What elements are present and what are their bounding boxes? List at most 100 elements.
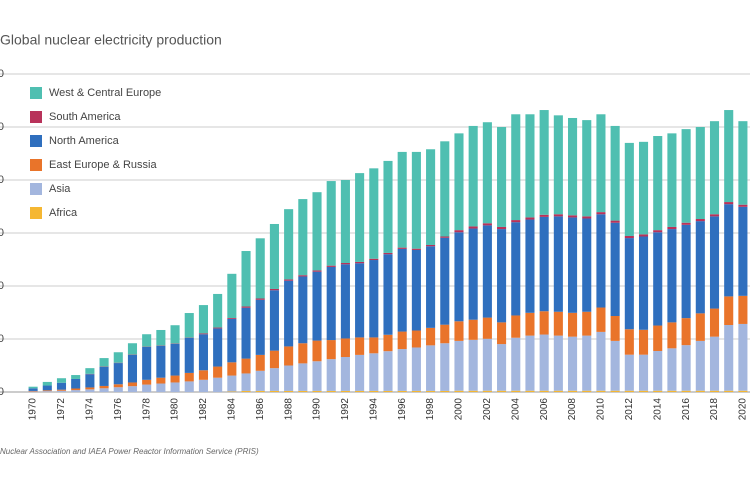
bar-segment	[127, 386, 138, 392]
bar-segment	[653, 230, 663, 233]
bar-segment	[482, 225, 492, 318]
bar-segment	[397, 349, 407, 391]
bar-segment	[738, 204, 748, 207]
bar-segment	[638, 354, 649, 391]
bar-segment	[255, 299, 265, 355]
bar-segment	[440, 390, 450, 392]
bar-segment	[198, 334, 208, 371]
x-tick-label: 2018	[709, 398, 720, 421]
bar-segment	[227, 273, 237, 319]
bar-segment	[99, 358, 109, 367]
bar-segment	[127, 382, 138, 387]
bar-segment	[724, 390, 734, 392]
bar-segment	[695, 340, 705, 391]
bar-segment	[156, 383, 166, 392]
bar-segment	[553, 216, 563, 312]
x-tick-label: 1984	[226, 398, 237, 421]
bar-segment	[142, 334, 152, 347]
bar-segment	[340, 264, 350, 339]
bar-segment	[653, 350, 663, 391]
bar-segment	[156, 345, 166, 378]
bar-segment	[184, 372, 194, 382]
bar-segment	[568, 312, 578, 337]
bar-segment	[312, 340, 322, 362]
bar-segment	[255, 370, 265, 391]
bar-segment	[610, 390, 620, 392]
bar-segment	[142, 346, 152, 380]
bar-segment	[582, 120, 592, 217]
bar-segment	[667, 226, 677, 230]
bar-segment	[99, 388, 109, 392]
bar-segment	[340, 357, 350, 391]
bar-segment	[511, 315, 521, 338]
bar-segment	[99, 385, 109, 389]
legend-label: Africa	[49, 207, 78, 219]
bar-segment	[28, 390, 38, 392]
x-tick-label: 1972	[56, 398, 67, 421]
bar-segment	[695, 313, 705, 341]
bar-segment	[525, 114, 535, 218]
x-tick-label: 2004	[510, 398, 521, 421]
bar-segment	[383, 254, 393, 335]
bar-segment	[411, 249, 421, 331]
bar-segment	[298, 390, 308, 392]
bar-segment	[709, 216, 720, 309]
bar-segment	[511, 220, 521, 223]
bar-segment	[539, 390, 549, 392]
bar-segment	[695, 219, 705, 222]
legend-label: Asia	[49, 183, 71, 195]
bar-segment	[127, 354, 138, 383]
bar-segment	[255, 238, 265, 299]
bar-segment	[156, 377, 166, 384]
bar-segment	[539, 110, 549, 215]
bar-segment	[468, 228, 478, 320]
bar-segment	[525, 312, 535, 336]
x-tick-label: 2002	[482, 398, 493, 421]
bar-segment	[241, 251, 251, 307]
bar-segment	[227, 318, 237, 319]
bar-segment	[213, 327, 223, 329]
bar-segment	[596, 212, 606, 215]
bar-segment	[724, 202, 734, 205]
bar-segment	[610, 340, 620, 391]
bar-segment	[624, 354, 634, 391]
bar-segment	[113, 387, 123, 392]
bar-segment	[610, 222, 620, 316]
bar-segment	[497, 322, 507, 345]
bar-segment	[681, 129, 691, 223]
bar-segment	[397, 331, 407, 350]
bar-segment	[213, 328, 223, 367]
bar-segment	[383, 351, 393, 391]
bar-segment	[497, 226, 507, 230]
bar-segment	[681, 390, 691, 392]
bar-segment	[312, 270, 322, 272]
x-tick-label: 1980	[170, 398, 181, 421]
x-tick-label: 1978	[141, 398, 152, 421]
bar-segment	[383, 334, 393, 352]
bar-segment	[596, 390, 606, 392]
bar-segment	[227, 375, 237, 392]
bar-segment	[653, 325, 663, 351]
bar-segment	[312, 271, 322, 341]
bar-segment	[269, 368, 279, 391]
bar-segment	[298, 199, 308, 276]
x-tick-label: 1986	[255, 398, 266, 421]
bar-segment	[369, 260, 379, 338]
bar-segment	[568, 390, 578, 392]
x-tick-label: 1992	[340, 398, 351, 421]
bar-segment	[709, 390, 720, 392]
legend-swatch	[30, 207, 42, 219]
bar-segment	[426, 345, 436, 391]
bar-segment	[468, 319, 478, 340]
bar-segment	[227, 391, 237, 392]
bar-segment	[312, 390, 322, 392]
bar-segment	[638, 234, 649, 237]
bar-segment	[340, 390, 350, 392]
bar-segment	[355, 354, 365, 391]
bar-segment	[568, 336, 578, 391]
bar-segment	[539, 214, 549, 217]
bar-segment	[241, 306, 251, 308]
bar-segment	[596, 307, 606, 332]
bar-segment	[681, 222, 691, 225]
bar-segment	[198, 305, 208, 334]
